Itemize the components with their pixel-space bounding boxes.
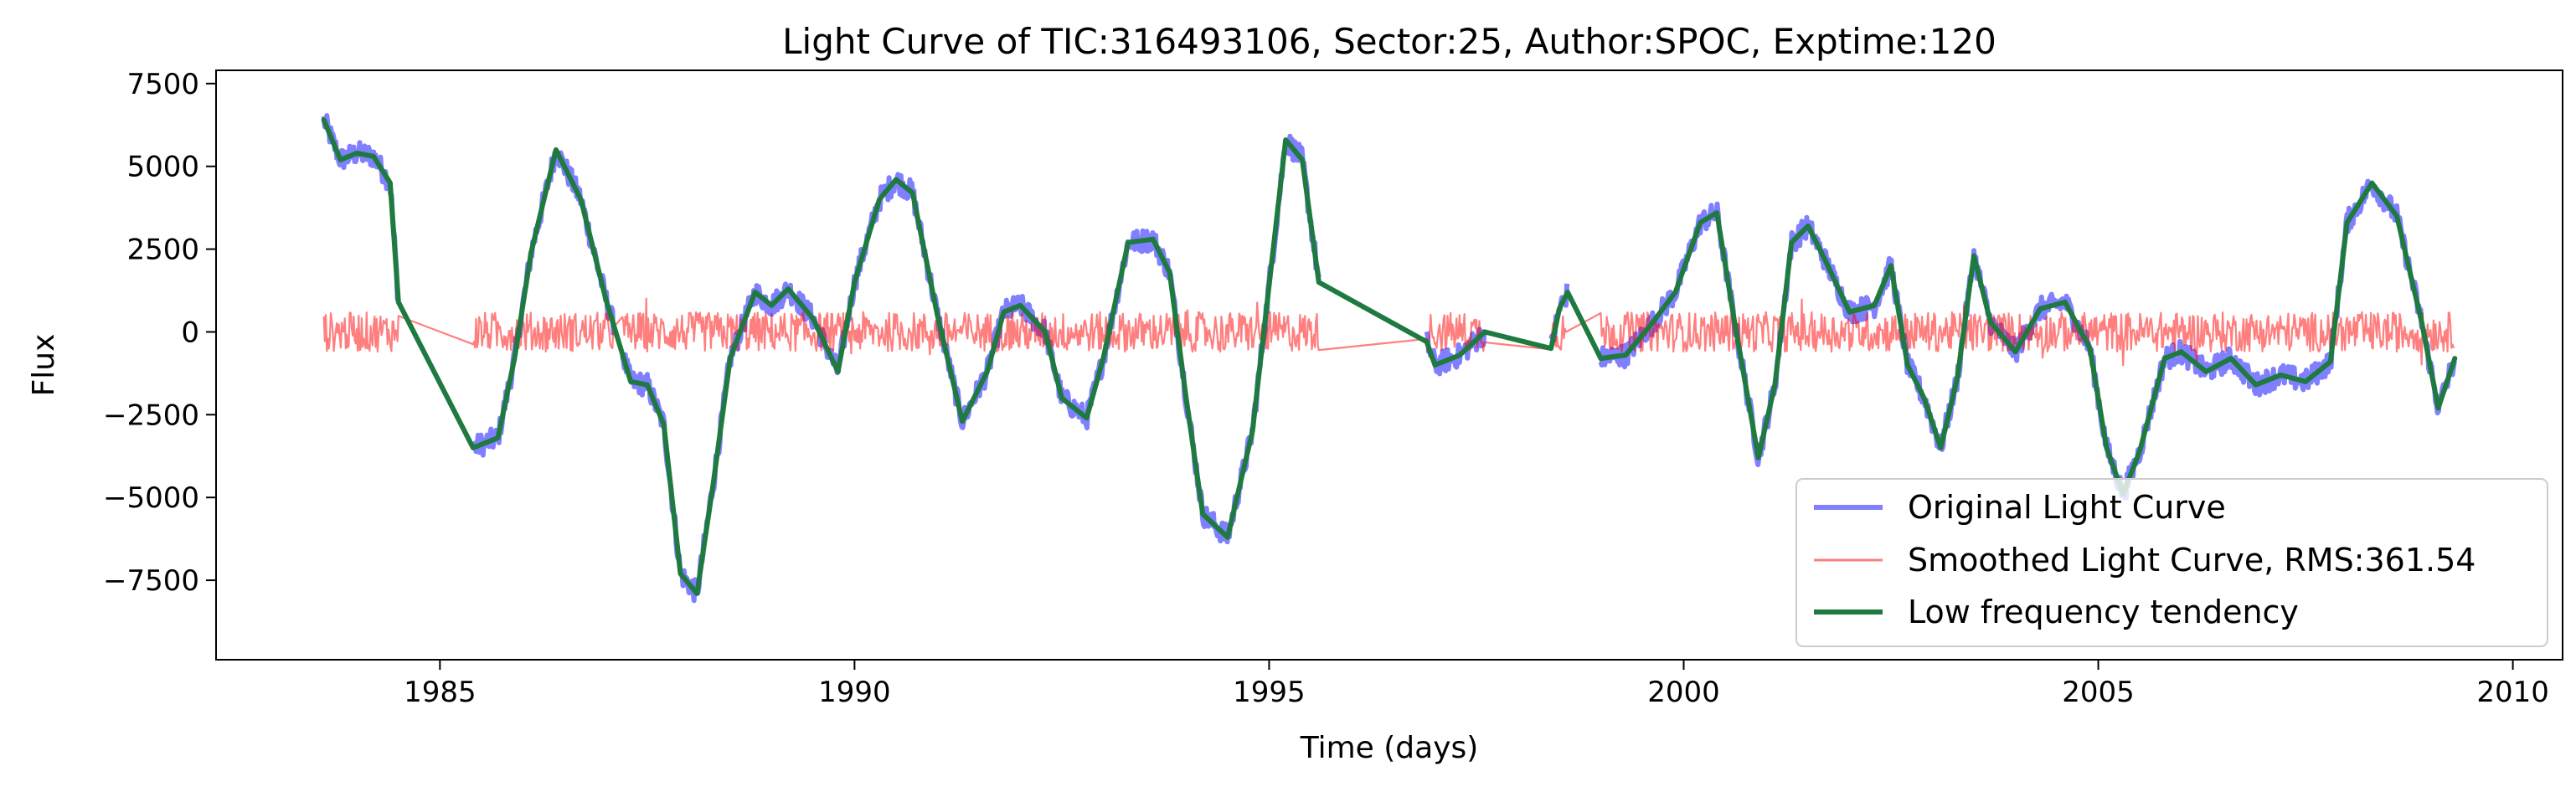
x-tick-label: 1985	[404, 676, 477, 709]
x-tick-label: 1995	[1233, 676, 1306, 709]
legend-label-smoothed: Smoothed Light Curve, RMS:361.54	[1908, 542, 2476, 579]
y-tick-label: −5000	[103, 481, 199, 515]
x-tick-label: 1990	[818, 676, 891, 709]
chart-title: Light Curve of TIC:316493106, Sector:25,…	[782, 21, 1996, 62]
x-tick-label: 2010	[2476, 676, 2549, 709]
legend-label-tendency: Low frequency tendency	[1908, 594, 2299, 630]
y-tick-label: −2500	[103, 399, 199, 432]
plot-data-layer	[321, 113, 2458, 604]
legend-label-original: Original Light Curve	[1908, 489, 2226, 526]
y-tick-label: −7500	[103, 564, 199, 598]
y-tick-label: 0	[181, 316, 199, 349]
series-smoothed-light-curve	[322, 297, 2455, 367]
y-tick-label: 5000	[126, 151, 199, 184]
plot-frame	[215, 69, 2563, 661]
y-axis-label: Flux	[27, 334, 61, 397]
y-tick-label: 7500	[126, 68, 199, 101]
y-tick-label: 2500	[126, 234, 199, 267]
legend: Original Light Curve Smoothed Light Curv…	[1795, 478, 2548, 647]
axis-ticks: 1985 1990 1995 2000 2005 2010 7500 5000 2500 0 −25…	[103, 68, 2549, 709]
x-axis-label: Time (days)	[1300, 731, 1479, 765]
legend-box	[1795, 478, 2548, 647]
series-low-frequency-tendency	[321, 117, 2458, 596]
x-tick-label: 2000	[1647, 676, 1720, 709]
x-tick-label: 2005	[2062, 676, 2135, 709]
